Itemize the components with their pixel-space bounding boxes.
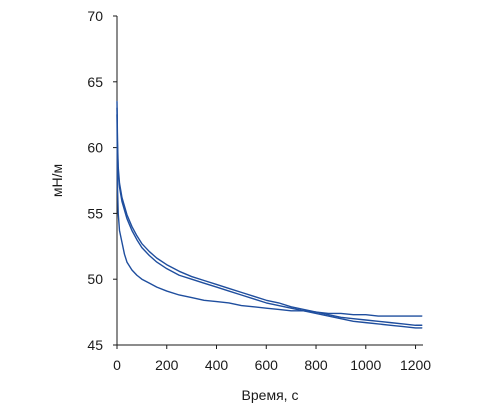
x-tick-label: 600 [255, 357, 279, 373]
x-tick-label: 200 [155, 357, 179, 373]
chart-axes: 45 50 55 60 65 70 0 200 400 600 800 1000 1200 [87, 8, 431, 373]
axis-labels: Время, с мН/м [49, 164, 298, 403]
x-tick-label: 0 [113, 357, 121, 373]
x-tick-label: 800 [304, 357, 328, 373]
y-axis-title: мН/м [49, 164, 65, 197]
x-tick-label: 400 [205, 357, 229, 373]
x-tick-label: 1200 [400, 357, 431, 373]
y-tick-label: 50 [87, 271, 103, 287]
x-tick-label: 1000 [350, 357, 381, 373]
series-line-3 [116, 114, 423, 317]
x-axis-title: Время, с [242, 387, 299, 403]
plot-area [116, 100, 423, 329]
series-line-1 [116, 100, 423, 326]
y-tick-label: 55 [87, 205, 103, 221]
y-tick-label: 70 [87, 8, 103, 24]
y-tick-label: 60 [87, 140, 103, 156]
y-tick-label: 65 [87, 74, 103, 90]
series-line-2 [116, 107, 423, 329]
y-tick-label: 45 [87, 337, 103, 353]
